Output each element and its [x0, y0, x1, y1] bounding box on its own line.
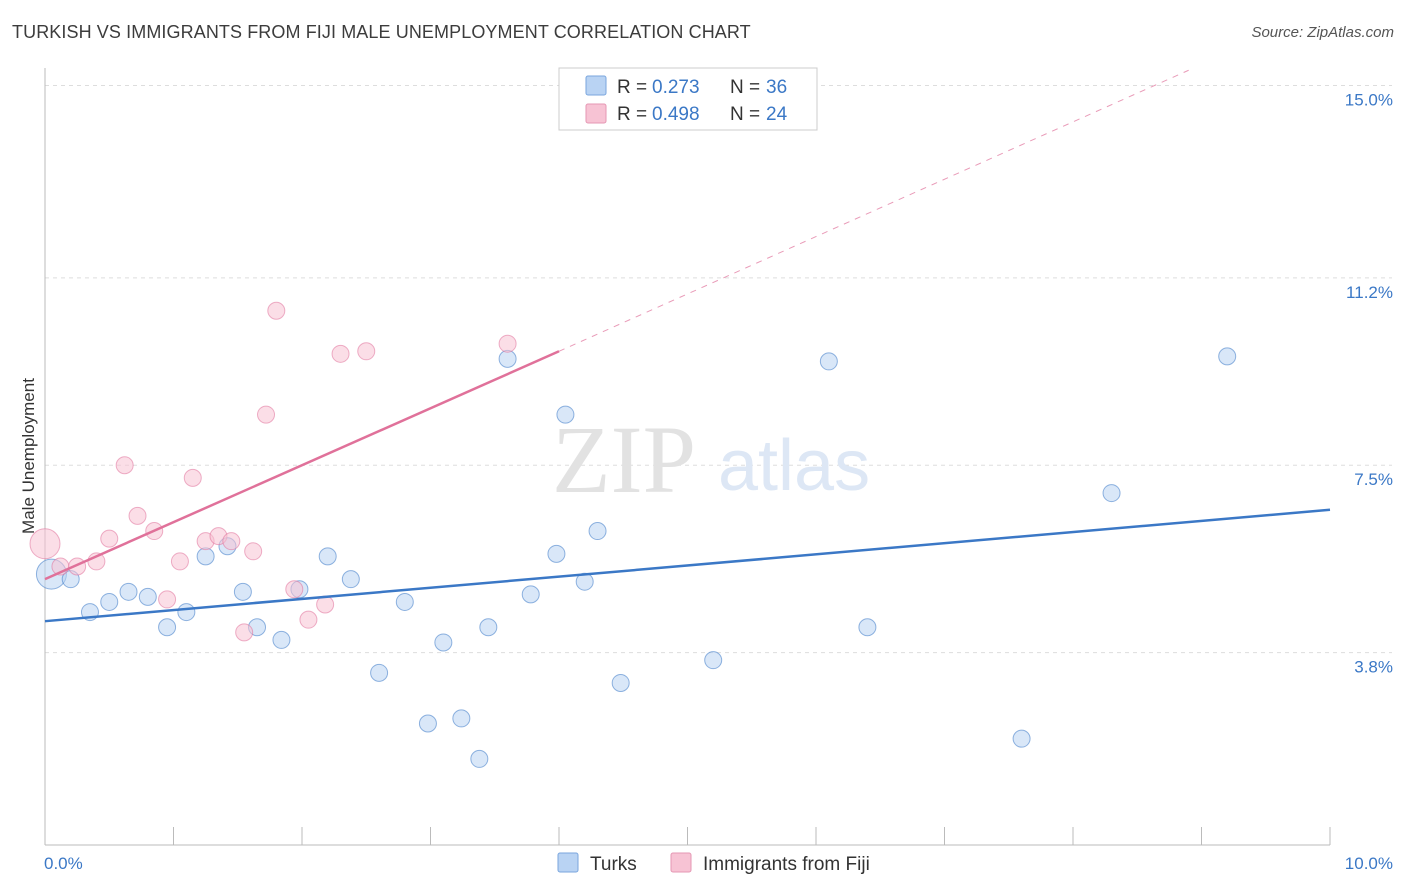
turks-point	[119, 582, 138, 601]
fiji-point	[170, 552, 189, 571]
turks-point	[858, 618, 877, 637]
turks-point	[100, 592, 119, 611]
series-fiji-points	[29, 301, 517, 642]
turks-point	[196, 547, 215, 566]
bottom-legend-swatch-turks	[557, 852, 579, 873]
legend-n-value-turks: 36	[766, 77, 787, 98]
turks-point	[434, 633, 453, 652]
fiji-point	[115, 456, 134, 475]
turks-point	[177, 603, 196, 622]
source-label: Source: ZipAtlas.com	[1251, 24, 1394, 41]
legend-swatch-turks	[585, 75, 607, 96]
turks-point	[547, 544, 566, 563]
watermark-zip: ZIP	[552, 406, 696, 513]
fiji-point	[100, 529, 119, 548]
watermark-atlas: atlas	[718, 426, 870, 506]
turks-point	[341, 570, 360, 589]
fiji-point	[128, 506, 147, 525]
fiji-point	[331, 344, 350, 363]
turks-point	[370, 663, 389, 682]
turks-point	[1012, 729, 1031, 748]
turks-point	[272, 630, 291, 649]
trend-lines	[44, 69, 1331, 623]
y-tick-labels: 3.8% 7.5% 11.2% 15.0%	[1345, 90, 1393, 676]
legend-box: R = 0.273 N = 36 R = 0.498 N = 24	[558, 67, 818, 131]
series-turks-points	[35, 347, 1237, 768]
fiji-point	[222, 532, 241, 551]
legend-n-value-fiji: 24	[766, 104, 788, 125]
legend-n-label-fiji: N =	[730, 104, 760, 125]
y-tick-label: 11.2%	[1346, 283, 1393, 302]
turks-point	[588, 522, 607, 541]
turks-point	[498, 349, 517, 368]
x-tick-label-max: 10.0%	[1345, 854, 1393, 873]
fiji-point	[285, 580, 304, 599]
turks-point	[556, 405, 575, 424]
x-ticks	[44, 827, 1331, 845]
turks-point	[395, 592, 414, 611]
bottom-legend: Turks Immigrants from Fiji	[557, 852, 870, 875]
turks-point	[819, 352, 838, 371]
y-tick-label: 3.8%	[1354, 658, 1393, 677]
fiji-point	[498, 334, 517, 353]
y-tick-label: 7.5%	[1354, 470, 1393, 489]
fiji-point	[357, 342, 376, 361]
turks-point	[318, 547, 337, 566]
y-axis-label: Male Unemployment	[19, 378, 38, 534]
watermark: ZIP atlas	[552, 406, 870, 513]
fiji-point	[235, 623, 254, 642]
fiji-point	[29, 528, 61, 560]
fiji-point	[244, 542, 263, 561]
x-tick-label-min: 0.0%	[44, 854, 83, 873]
turks-point	[158, 618, 177, 637]
turks-point	[704, 651, 723, 670]
turks-point	[452, 709, 471, 728]
chart-title: TURKISH VS IMMIGRANTS FROM FIJI MALE UNE…	[12, 22, 751, 42]
y-tick-label: 15.0%	[1345, 90, 1393, 109]
fiji-point	[158, 590, 177, 609]
fiji-trend-line	[44, 350, 560, 581]
turks-point	[418, 714, 437, 733]
turks-point	[611, 673, 630, 692]
legend-r-label-turks: R =	[617, 77, 647, 98]
bottom-legend-label-fiji: Immigrants from Fiji	[703, 854, 870, 875]
fiji-point	[257, 405, 276, 424]
bottom-legend-swatch-fiji	[670, 852, 692, 873]
turks-point	[470, 749, 489, 768]
legend-r-value-fiji: 0.498	[652, 104, 700, 125]
turks-point	[479, 618, 498, 637]
turks-point	[1102, 484, 1121, 503]
turks-point	[233, 582, 252, 601]
legend-r-value-turks: 0.273	[652, 77, 700, 98]
fiji-point	[183, 468, 202, 487]
turks-trend-line	[44, 508, 1331, 623]
legend-n-label-turks: N =	[730, 77, 760, 98]
legend-swatch-fiji	[585, 103, 607, 124]
fiji-point	[299, 610, 318, 629]
grid-lines	[45, 84, 1392, 654]
bottom-legend-label-turks: Turks	[590, 854, 637, 875]
turks-point	[1218, 347, 1237, 366]
fiji-point	[267, 301, 286, 320]
turks-point	[521, 585, 540, 604]
legend-r-label-fiji: R =	[617, 104, 647, 125]
turks-point	[138, 587, 157, 606]
